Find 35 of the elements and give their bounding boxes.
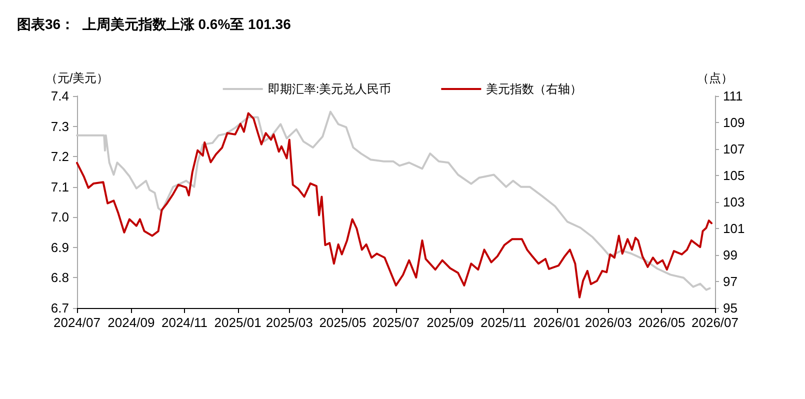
y2-tick-label: 111 <box>723 88 743 104</box>
chart-title: 图表36： 上周美元指数上涨 0.6%至 101.36 <box>17 16 292 32</box>
x-tick-label: 2025/07 <box>372 315 420 330</box>
y2-tick-label: 109 <box>723 115 745 130</box>
y-tick-label: 7.2 <box>50 149 69 164</box>
y2-axis-title: （点） <box>697 71 733 85</box>
y2-tick-label: 103 <box>723 194 745 210</box>
x-tick-label: 2025/11 <box>480 315 527 330</box>
x-tick-label: 2026/01 <box>533 315 580 330</box>
legend-label: 美元指数（右轴） <box>486 82 582 96</box>
y2-tick-label: 105 <box>723 168 745 183</box>
x-tick-label: 2025/01 <box>214 315 262 330</box>
y2-tick-label: 97 <box>723 274 738 289</box>
y-tick-label: 7.0 <box>50 210 69 225</box>
y2-tick-label: 101 <box>723 221 745 236</box>
y-tick-label: 6.8 <box>50 270 69 286</box>
x-tick-label: 2024/09 <box>108 315 155 330</box>
y2-tick-label: 107 <box>723 142 745 156</box>
legend-label: 即期汇率:美元兑人民币 <box>268 82 392 96</box>
x-tick-label: 2025/05 <box>319 315 366 330</box>
x-tick-label: 2026/05 <box>638 315 686 330</box>
y-tick-label: 7.3 <box>50 118 69 134</box>
x-tick-label: 2026/03 <box>584 315 632 330</box>
y2-tick-label: 95 <box>723 300 738 316</box>
x-tick-label: 2025/09 <box>426 315 474 330</box>
x-tick-label: 2026/07 <box>692 315 738 330</box>
x-tick-label: 2024/07 <box>54 315 100 330</box>
y2-tick-label: 99 <box>723 248 738 262</box>
x-tick-label: 2025/03 <box>266 315 313 330</box>
y-axis-title: （元/美元） <box>45 71 109 85</box>
y-tick-label: 6.7 <box>50 300 69 316</box>
y-tick-label: 7.1 <box>50 179 69 194</box>
x-tick-label: 2024/11 <box>161 315 208 330</box>
y-tick-label: 6.9 <box>50 240 69 255</box>
y-tick-label: 7.4 <box>50 88 69 104</box>
